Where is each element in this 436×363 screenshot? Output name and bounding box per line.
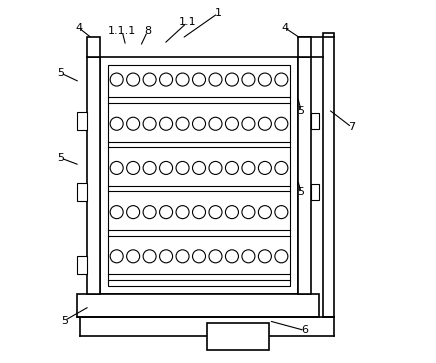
Circle shape (110, 205, 123, 219)
Circle shape (110, 162, 123, 175)
Circle shape (225, 205, 238, 219)
Circle shape (160, 117, 173, 130)
Bar (323, 33, 334, 317)
Circle shape (160, 250, 173, 263)
Circle shape (143, 117, 156, 130)
Circle shape (160, 73, 173, 86)
Circle shape (176, 117, 189, 130)
Text: 4: 4 (75, 23, 82, 33)
Text: 5: 5 (298, 106, 305, 116)
Text: 5: 5 (298, 187, 305, 197)
Circle shape (126, 205, 140, 219)
Circle shape (209, 250, 222, 263)
Circle shape (275, 250, 288, 263)
Text: 1.1: 1.1 (178, 17, 196, 27)
Circle shape (242, 162, 255, 175)
Bar (77, 183, 87, 201)
Circle shape (225, 117, 238, 130)
Circle shape (242, 73, 255, 86)
Circle shape (143, 73, 156, 86)
Circle shape (193, 117, 205, 130)
Bar (297, 37, 311, 57)
Circle shape (176, 250, 189, 263)
Circle shape (259, 73, 271, 86)
Circle shape (275, 117, 288, 130)
Circle shape (242, 205, 255, 219)
Circle shape (259, 250, 271, 263)
Circle shape (193, 162, 205, 175)
Circle shape (242, 250, 255, 263)
Text: 5: 5 (57, 68, 64, 78)
Circle shape (176, 205, 189, 219)
Bar (77, 112, 87, 130)
Circle shape (259, 205, 271, 219)
Bar (87, 57, 100, 294)
Circle shape (143, 250, 156, 263)
Bar (100, 57, 297, 294)
Circle shape (275, 162, 288, 175)
Bar (297, 57, 311, 294)
Circle shape (193, 250, 205, 263)
Text: 6: 6 (301, 326, 308, 335)
Circle shape (176, 162, 189, 175)
Circle shape (110, 73, 123, 86)
Circle shape (160, 205, 173, 219)
Circle shape (225, 162, 238, 175)
Bar (77, 256, 87, 274)
Text: 1: 1 (215, 8, 221, 19)
Bar (311, 184, 319, 200)
Circle shape (160, 162, 173, 175)
Circle shape (110, 250, 123, 263)
Circle shape (225, 250, 238, 263)
Text: 5: 5 (57, 153, 64, 163)
Circle shape (275, 205, 288, 219)
Circle shape (209, 117, 222, 130)
Circle shape (143, 205, 156, 219)
Circle shape (193, 205, 205, 219)
Circle shape (209, 73, 222, 86)
Bar (109, 65, 290, 286)
Circle shape (126, 117, 140, 130)
Text: 1.1.1: 1.1.1 (108, 26, 136, 36)
Circle shape (275, 73, 288, 86)
Text: 5: 5 (61, 316, 68, 326)
Text: 4: 4 (281, 23, 289, 33)
Circle shape (110, 117, 123, 130)
Circle shape (209, 205, 222, 219)
Bar (77, 294, 319, 317)
Circle shape (126, 162, 140, 175)
Circle shape (126, 250, 140, 263)
Bar (87, 37, 100, 57)
Circle shape (259, 117, 271, 130)
Text: 8: 8 (144, 26, 151, 36)
Bar (207, 323, 269, 350)
Circle shape (259, 162, 271, 175)
Circle shape (126, 73, 140, 86)
Circle shape (209, 162, 222, 175)
Circle shape (193, 73, 205, 86)
Circle shape (242, 117, 255, 130)
Text: 7: 7 (348, 122, 355, 132)
Circle shape (176, 73, 189, 86)
Bar (311, 113, 319, 129)
Circle shape (225, 73, 238, 86)
Circle shape (143, 162, 156, 175)
